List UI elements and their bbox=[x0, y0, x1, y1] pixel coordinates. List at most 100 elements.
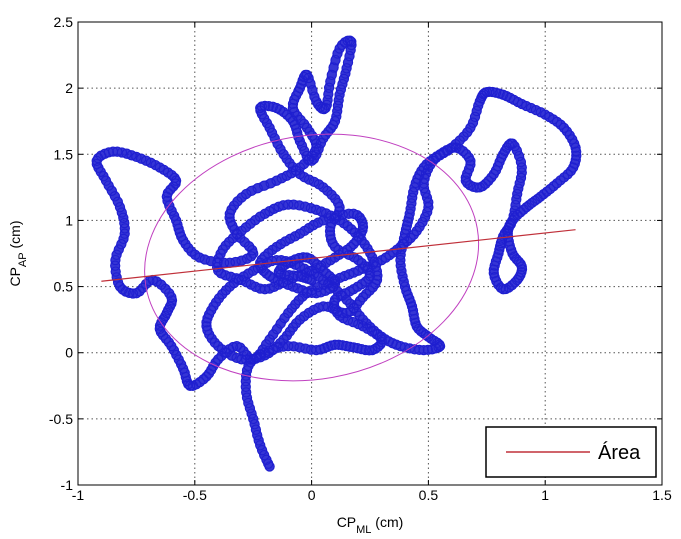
trajectory-point bbox=[180, 371, 191, 383]
trajectory-point bbox=[313, 217, 324, 228]
trajectory-point bbox=[278, 149, 289, 160]
trajectory-point bbox=[215, 248, 226, 259]
trajectory-point bbox=[226, 350, 237, 361]
trajectory-point bbox=[490, 87, 502, 98]
trajectory-point bbox=[568, 162, 579, 173]
trajectory-point bbox=[510, 199, 521, 211]
trajectory-point bbox=[269, 281, 280, 292]
trajectory-point bbox=[294, 228, 306, 239]
trajectory-point bbox=[325, 234, 337, 245]
trajectory-point bbox=[127, 288, 139, 299]
trajectory-point bbox=[315, 287, 326, 298]
y-tick-label: 0.5 bbox=[54, 279, 74, 295]
trajectory-point bbox=[271, 175, 282, 186]
confidence-ellipse bbox=[144, 133, 480, 382]
trajectory-point bbox=[118, 233, 129, 245]
y-tick-label: 1.5 bbox=[54, 146, 74, 162]
trajectory-point bbox=[422, 206, 433, 218]
trajectory-point bbox=[515, 269, 526, 281]
trajectory-point bbox=[113, 244, 124, 255]
trajectory-point bbox=[465, 122, 476, 133]
trajectory-point bbox=[324, 271, 335, 282]
trajectory-point bbox=[414, 344, 425, 356]
trajectory-point bbox=[119, 217, 130, 229]
trajectory-point bbox=[408, 187, 419, 198]
trajectory-point bbox=[281, 170, 292, 181]
trajectory-point bbox=[404, 208, 415, 219]
trajectory-point bbox=[273, 342, 284, 353]
trajectory-point bbox=[508, 210, 519, 221]
trajectory-point bbox=[213, 354, 224, 365]
trajectory-point bbox=[165, 184, 176, 195]
trajectory-point bbox=[357, 221, 369, 233]
y-tick-label: 2 bbox=[65, 80, 73, 96]
trajectory-point bbox=[289, 231, 301, 242]
trajectory-point bbox=[410, 177, 421, 189]
trajectory-point bbox=[407, 192, 418, 203]
trajectory-point bbox=[503, 139, 514, 151]
trajectory-point bbox=[486, 172, 497, 183]
trajectory-point bbox=[303, 174, 315, 185]
trajectory-point bbox=[339, 270, 350, 282]
trajectory-point bbox=[291, 318, 302, 329]
trajectory-point bbox=[186, 246, 197, 257]
trajectory-point bbox=[157, 330, 169, 341]
trajectory-point bbox=[471, 105, 482, 117]
trajectory-point bbox=[111, 272, 122, 283]
trajectory-point bbox=[344, 50, 355, 62]
trajectory-point bbox=[406, 198, 417, 209]
trajectory-point bbox=[299, 145, 310, 157]
trajectory-point bbox=[162, 187, 174, 199]
trajectory-point bbox=[422, 344, 434, 356]
x-tick-label: -0.5 bbox=[183, 487, 207, 503]
trajectory-point bbox=[525, 102, 537, 114]
trajectory-point bbox=[509, 205, 520, 216]
trajectory-point bbox=[246, 185, 257, 197]
trajectory-point bbox=[395, 254, 406, 266]
trajectory-point bbox=[311, 204, 322, 215]
trajectory-point bbox=[507, 215, 518, 226]
axis-ticks: -1 -0.5 0 0.5 1 1.5 -1 -0.5 0 0.5 1 1.5 2 2.5 bbox=[49, 14, 672, 503]
trajectory-point bbox=[205, 255, 217, 267]
trajectory-point bbox=[469, 111, 481, 123]
trajectory-point bbox=[256, 445, 268, 456]
trajectory-point bbox=[334, 43, 345, 54]
trajectory-point bbox=[321, 208, 332, 219]
trajectory-point bbox=[419, 211, 431, 223]
trajectory-point bbox=[509, 277, 521, 288]
trajectory-point bbox=[348, 252, 360, 263]
trajectory-point bbox=[308, 304, 319, 316]
trajectory-point bbox=[372, 328, 384, 340]
trajectory-point bbox=[164, 200, 175, 211]
trajectory-point bbox=[361, 318, 372, 329]
trajectory-point bbox=[294, 200, 305, 211]
trajectory-point bbox=[121, 148, 132, 159]
x-tick-label: 0.5 bbox=[419, 487, 439, 503]
trajectory-point bbox=[357, 321, 369, 332]
trajectory-point bbox=[343, 208, 354, 219]
trajectory-point bbox=[463, 152, 475, 163]
trajectory-point bbox=[244, 403, 256, 414]
trajectory-point bbox=[275, 318, 286, 329]
trajectory-point bbox=[337, 209, 348, 220]
trajectory-point bbox=[261, 268, 272, 279]
trajectory-point bbox=[91, 155, 102, 167]
trajectory-point bbox=[409, 313, 420, 325]
trajectory-point bbox=[401, 220, 413, 231]
trajectory-point bbox=[116, 239, 127, 250]
trajectory-point bbox=[357, 225, 368, 236]
trajectory-point bbox=[124, 287, 135, 299]
trajectory-point bbox=[246, 408, 257, 419]
trajectory-point bbox=[457, 146, 469, 157]
trajectory-point bbox=[273, 201, 284, 212]
trajectory-point bbox=[303, 72, 314, 84]
trajectory-point bbox=[259, 450, 270, 461]
trajectory-point bbox=[126, 150, 137, 161]
trajectory-point bbox=[494, 244, 505, 256]
trajectory-point bbox=[364, 285, 375, 296]
trajectory-point bbox=[240, 370, 252, 381]
trajectory-point bbox=[261, 454, 272, 465]
trajectory-point bbox=[308, 176, 320, 188]
trajectory-point bbox=[283, 270, 295, 281]
trajectory-point bbox=[278, 334, 289, 345]
